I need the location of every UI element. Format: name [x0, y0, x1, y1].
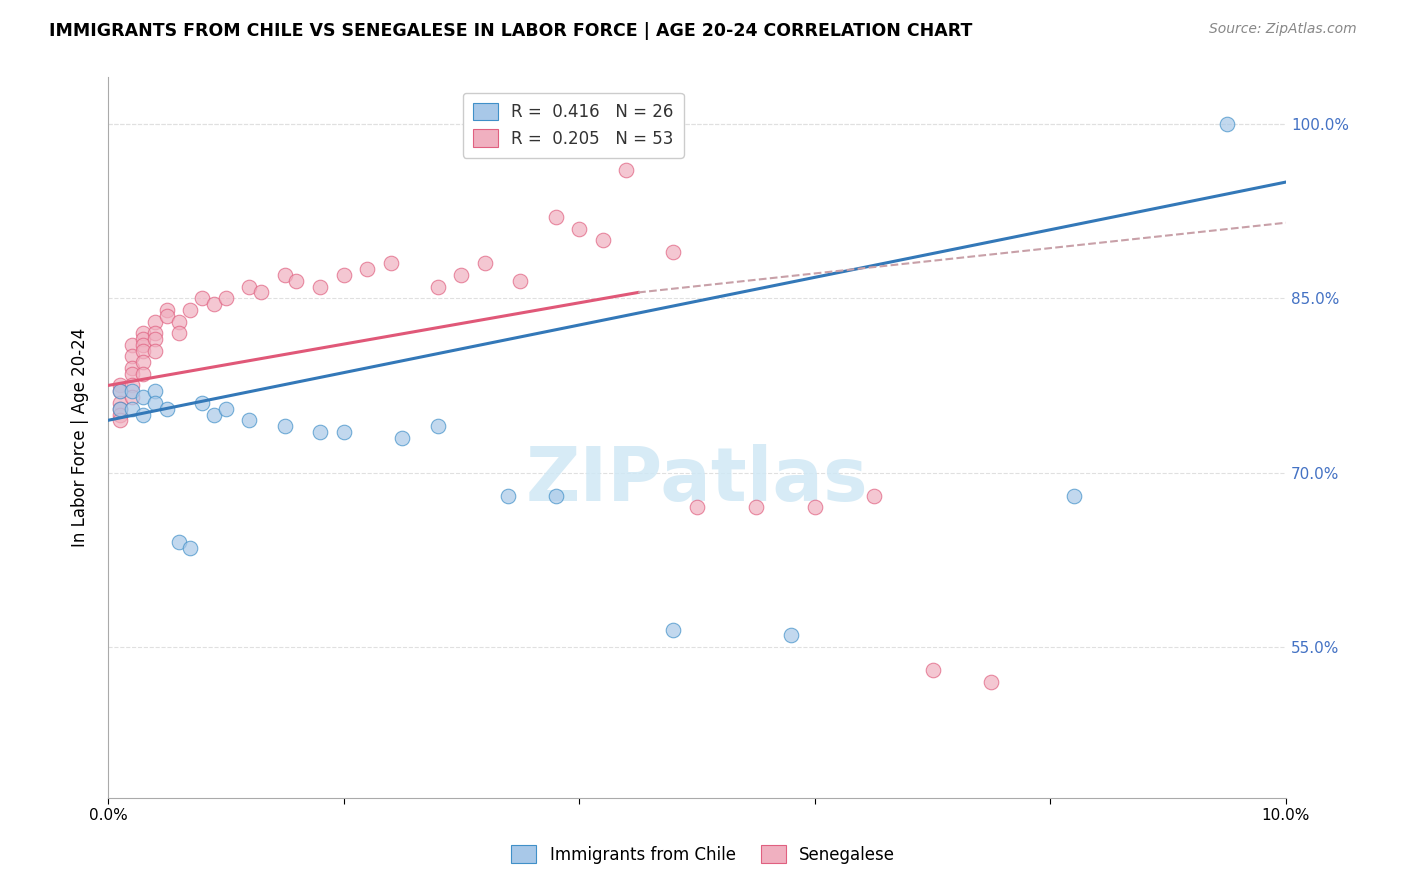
Point	[108, 384, 131, 399]
Point	[156, 401, 179, 416]
Point	[108, 413, 131, 427]
Point	[108, 396, 131, 410]
Point	[356, 262, 378, 277]
Point	[156, 309, 179, 323]
Point	[592, 233, 614, 247]
Point	[544, 210, 567, 224]
Point	[568, 221, 591, 235]
Legend: Immigrants from Chile, Senegalese: Immigrants from Chile, Senegalese	[505, 838, 901, 871]
Point	[238, 413, 260, 427]
Text: ZIPatlas: ZIPatlas	[526, 444, 869, 517]
Point	[921, 663, 943, 677]
Point	[215, 291, 238, 305]
Point	[121, 390, 143, 404]
Point	[426, 279, 449, 293]
Point	[108, 401, 131, 416]
Point	[215, 401, 238, 416]
Point	[121, 367, 143, 381]
Point	[332, 425, 354, 439]
Point	[132, 338, 155, 352]
Point	[273, 268, 295, 282]
Point	[143, 326, 166, 340]
Point	[167, 314, 190, 328]
Point	[108, 384, 131, 399]
Point	[686, 500, 709, 515]
Point	[509, 274, 531, 288]
Point	[498, 489, 520, 503]
Point	[143, 343, 166, 358]
Point	[121, 384, 143, 399]
Point	[426, 419, 449, 434]
Point	[167, 535, 190, 549]
Legend: R =  0.416   N = 26, R =  0.205   N = 53: R = 0.416 N = 26, R = 0.205 N = 53	[463, 93, 683, 158]
Point	[380, 256, 402, 270]
Point	[143, 384, 166, 399]
Point	[238, 279, 260, 293]
Point	[202, 297, 225, 311]
Point	[132, 326, 155, 340]
Point	[662, 623, 685, 637]
Point	[285, 274, 308, 288]
Point	[980, 674, 1002, 689]
Point	[332, 268, 354, 282]
Point	[273, 419, 295, 434]
Point	[745, 500, 768, 515]
Point	[202, 408, 225, 422]
Point	[179, 302, 201, 317]
Point	[132, 390, 155, 404]
Point	[179, 541, 201, 556]
Point	[121, 350, 143, 364]
Point	[108, 378, 131, 392]
Point	[614, 163, 637, 178]
Point	[132, 355, 155, 369]
Point	[450, 268, 472, 282]
Point	[143, 332, 166, 346]
Point	[803, 500, 825, 515]
Point	[191, 291, 214, 305]
Point	[191, 396, 214, 410]
Text: IMMIGRANTS FROM CHILE VS SENEGALESE IN LABOR FORCE | AGE 20-24 CORRELATION CHART: IMMIGRANTS FROM CHILE VS SENEGALESE IN L…	[49, 22, 973, 40]
Point	[132, 408, 155, 422]
Point	[1216, 117, 1239, 131]
Point	[108, 401, 131, 416]
Point	[662, 244, 685, 259]
Text: Source: ZipAtlas.com: Source: ZipAtlas.com	[1209, 22, 1357, 37]
Point	[143, 396, 166, 410]
Y-axis label: In Labor Force | Age 20-24: In Labor Force | Age 20-24	[72, 328, 89, 548]
Point	[121, 338, 143, 352]
Point	[309, 425, 332, 439]
Point	[121, 401, 143, 416]
Point	[1063, 489, 1085, 503]
Point	[156, 302, 179, 317]
Point	[309, 279, 332, 293]
Point	[108, 408, 131, 422]
Point	[121, 378, 143, 392]
Point	[132, 367, 155, 381]
Point	[143, 314, 166, 328]
Point	[132, 332, 155, 346]
Point	[544, 489, 567, 503]
Point	[132, 343, 155, 358]
Point	[121, 361, 143, 376]
Point	[391, 431, 413, 445]
Point	[167, 326, 190, 340]
Point	[780, 628, 803, 642]
Point	[474, 256, 496, 270]
Point	[250, 285, 273, 300]
Point	[862, 489, 884, 503]
